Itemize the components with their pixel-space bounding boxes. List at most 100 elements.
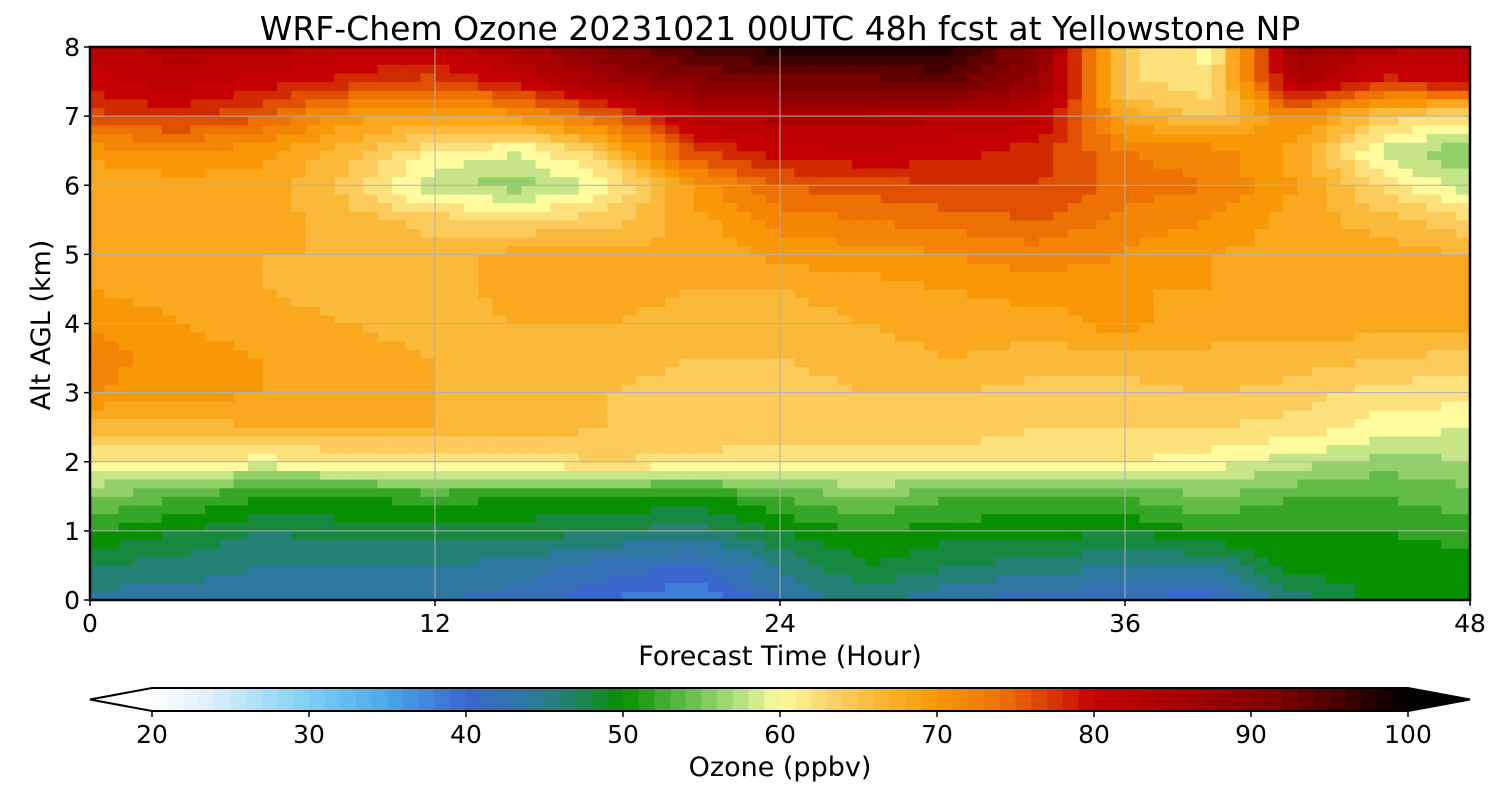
heatmap-cell bbox=[751, 470, 767, 480]
heatmap-cell bbox=[1297, 271, 1313, 281]
heatmap-cell bbox=[133, 297, 149, 307]
heatmap-cell bbox=[391, 409, 407, 420]
heatmap-cell bbox=[1067, 504, 1083, 515]
heatmap-cell bbox=[1355, 340, 1370, 351]
heatmap-cell bbox=[1283, 383, 1299, 394]
heatmap-cell bbox=[219, 314, 235, 325]
heatmap-cell bbox=[722, 306, 738, 316]
heatmap-cell bbox=[1125, 565, 1140, 575]
heatmap-cell bbox=[104, 340, 120, 351]
heatmap-cell bbox=[1268, 401, 1284, 411]
heatmap-cell bbox=[1081, 504, 1097, 515]
heatmap-cell bbox=[880, 297, 896, 307]
heatmap-cell bbox=[420, 211, 436, 221]
heatmap-cell bbox=[147, 522, 163, 532]
heatmap-cell bbox=[1283, 358, 1299, 368]
heatmap-cell bbox=[722, 548, 738, 558]
heatmap-cell bbox=[1125, 159, 1140, 169]
heatmap-cell bbox=[952, 487, 968, 497]
heatmap-cell bbox=[1168, 150, 1184, 160]
heatmap-cell bbox=[1455, 444, 1471, 454]
heatmap-cell bbox=[262, 245, 278, 255]
heatmap-cell bbox=[334, 245, 350, 255]
heatmap-cell bbox=[118, 211, 134, 221]
heatmap-cell bbox=[1326, 314, 1342, 325]
heatmap-cell bbox=[895, 340, 910, 351]
heatmap-cell bbox=[363, 271, 379, 281]
heatmap-cell bbox=[938, 150, 954, 160]
heatmap-cell bbox=[104, 349, 120, 359]
heatmap-cell bbox=[190, 332, 206, 342]
heatmap-cell bbox=[837, 556, 853, 567]
heatmap-cell bbox=[334, 314, 350, 325]
heatmap-cell bbox=[1038, 202, 1054, 212]
heatmap-cell bbox=[205, 383, 220, 394]
heatmap-cell bbox=[262, 539, 278, 549]
heatmap-cell bbox=[621, 150, 637, 160]
heatmap-cell bbox=[463, 340, 479, 351]
heatmap-cell bbox=[449, 574, 465, 584]
heatmap-cell bbox=[909, 418, 925, 428]
heatmap-cell bbox=[363, 245, 379, 255]
heatmap-cell bbox=[205, 470, 220, 480]
heatmap-cell bbox=[751, 504, 767, 515]
heatmap-cell bbox=[550, 565, 565, 575]
heatmap-cell bbox=[981, 245, 997, 255]
heatmap-cell bbox=[133, 254, 149, 264]
heatmap-cell bbox=[722, 271, 738, 281]
heatmap-cell bbox=[1369, 263, 1385, 273]
heatmap-cell bbox=[1326, 366, 1342, 376]
heatmap-cell bbox=[492, 185, 508, 195]
heatmap-cell bbox=[248, 288, 264, 299]
heatmap-cell bbox=[1369, 461, 1385, 471]
heatmap-cell bbox=[1053, 254, 1069, 264]
heatmap-cell bbox=[320, 254, 335, 264]
heatmap-cell bbox=[420, 193, 436, 204]
heatmap-cell bbox=[837, 211, 853, 221]
heatmap-cell bbox=[765, 487, 781, 497]
heatmap-cell bbox=[449, 306, 465, 316]
heatmap-cell bbox=[765, 470, 781, 480]
heatmap-cell bbox=[1355, 323, 1370, 333]
heatmap-cell bbox=[607, 556, 623, 567]
heatmap-cell bbox=[305, 306, 321, 316]
heatmap-cell bbox=[320, 504, 335, 515]
heatmap-cell bbox=[765, 349, 781, 359]
heatmap-cell bbox=[276, 487, 292, 497]
heatmap-cell bbox=[837, 392, 853, 402]
heatmap-cell bbox=[1053, 358, 1069, 368]
heatmap-cell bbox=[938, 582, 954, 592]
heatmap-cell bbox=[708, 314, 724, 325]
heatmap-cell bbox=[478, 591, 494, 601]
heatmap-cell bbox=[1254, 375, 1270, 385]
heatmap-cell bbox=[1196, 435, 1212, 446]
heatmap-cell bbox=[248, 219, 264, 230]
heatmap-cell bbox=[995, 237, 1011, 247]
heatmap-cell bbox=[161, 219, 177, 230]
heatmap-cell bbox=[1053, 582, 1069, 592]
heatmap-cell bbox=[348, 193, 364, 204]
heatmap-cell bbox=[118, 306, 134, 316]
heatmap-cell bbox=[1024, 280, 1040, 290]
heatmap-cell bbox=[1038, 427, 1054, 437]
heatmap-cell bbox=[621, 418, 637, 428]
heatmap-cell bbox=[348, 306, 364, 316]
heatmap-cell bbox=[1268, 228, 1284, 238]
heatmap-cell bbox=[535, 202, 551, 212]
heatmap-cell bbox=[693, 435, 709, 446]
heatmap-cell bbox=[923, 427, 939, 437]
heatmap-cell bbox=[291, 228, 307, 238]
heatmap-cell bbox=[535, 435, 551, 446]
heatmap-cell bbox=[736, 401, 752, 411]
heatmap-cell bbox=[176, 565, 192, 575]
heatmap-cell bbox=[1096, 522, 1112, 532]
heatmap-cell bbox=[248, 409, 264, 420]
heatmap-cell bbox=[808, 574, 824, 584]
heatmap-cell bbox=[1182, 444, 1198, 454]
heatmap-cell bbox=[938, 565, 954, 575]
heatmap-cell bbox=[1311, 254, 1327, 264]
heatmap-cell bbox=[492, 271, 508, 281]
heatmap-cell bbox=[909, 461, 925, 471]
heatmap-cell bbox=[1311, 159, 1327, 169]
heatmap-cell bbox=[377, 332, 393, 342]
